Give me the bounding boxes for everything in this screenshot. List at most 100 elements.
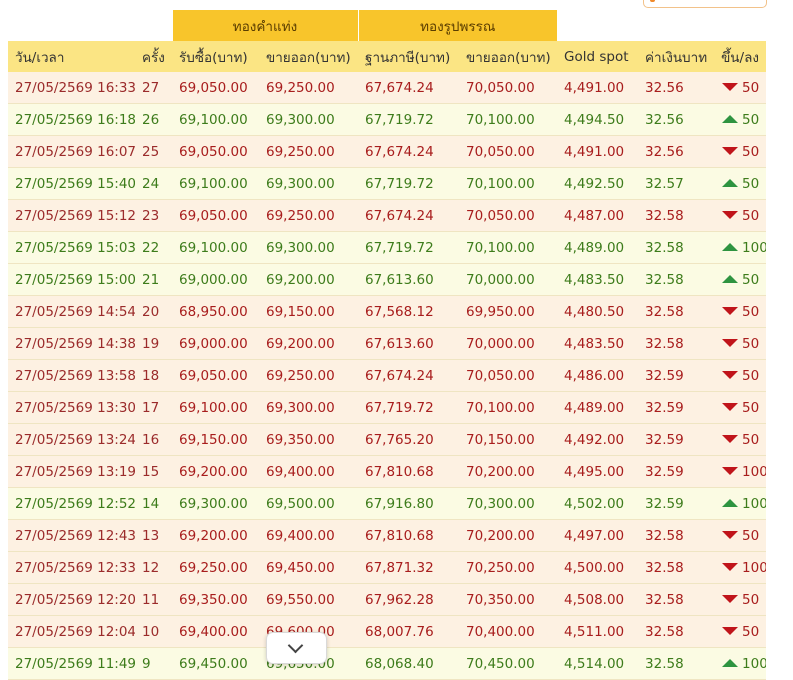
triangle-up-icon (722, 114, 739, 123)
change-value: 50 (742, 271, 760, 288)
time-cell: 27/05/2569 11:49 (8, 647, 135, 680)
tax-base-cell: 67,674.24 (358, 359, 459, 392)
ornament-sell-cell: 70,200.00 (459, 455, 558, 488)
bar-sell-cell: 69,350.00 (259, 423, 358, 456)
bar-buy-cell: 69,400.00 (172, 615, 259, 648)
gold-spot-cell: 4,492.00 (557, 423, 639, 456)
scroll-down-button[interactable] (266, 632, 327, 664)
thb-rate-cell: 32.58 (638, 231, 715, 264)
table-row: 27/05/2569 16:07 25 69,050.00 69,250.00 67,6… (8, 135, 767, 168)
change-value: 50 (742, 399, 760, 416)
change-cell: 50 (714, 583, 767, 616)
bar-sell-cell: 69,250.00 (259, 72, 358, 104)
triangle-down-icon (722, 434, 739, 443)
change-cell: 50 (714, 615, 767, 648)
thb-rate-cell: 32.58 (638, 199, 715, 232)
bar-sell-cell: 69,300.00 (259, 103, 358, 136)
ornament-sell-cell: 70,450.00 (459, 647, 558, 680)
thb-rate-cell: 32.56 (638, 103, 715, 136)
table-row: 27/05/2569 12:041069,400.0069,600.0068,0… (8, 615, 767, 648)
ornament-sell-cell: 70,100.00 (459, 167, 558, 200)
triangle-down-icon (722, 530, 739, 539)
triangle-down-icon (722, 594, 739, 603)
round-cell: 9 (135, 647, 172, 680)
tax-base-cell: 67,719.72 (358, 103, 459, 136)
bar-sell-cell: 69,500.00 (259, 487, 358, 520)
top-right-button[interactable] (643, 0, 767, 8)
triangle-up-icon (722, 274, 739, 283)
bar-buy-cell: 69,000.00 (172, 263, 259, 296)
bar-sell-cell: 69,200.00 (259, 263, 358, 296)
bar-buy-cell: 69,100.00 (172, 231, 259, 264)
bar-sell-cell: 69,250.00 (259, 135, 358, 168)
round-cell: 17 (135, 391, 172, 424)
col-tax-base: ฐานภาษี(บาท) (358, 41, 459, 72)
gold-price-history-table: ทองคำแท่ง ทองรูปพรรณ วัน/เวลา ครั้ง รับซ… (8, 10, 767, 680)
time-cell: 27/05/2569 16:07 (8, 135, 135, 168)
change-cell: 50 (714, 199, 767, 232)
triangle-down-icon (722, 370, 739, 379)
bar-sell-cell: 69,300.00 (259, 167, 358, 200)
round-cell: 26 (135, 103, 172, 136)
time-cell: 27/05/2569 12:52 (8, 487, 135, 520)
thb-rate-cell: 32.58 (638, 615, 715, 648)
change-value: 50 (742, 591, 760, 608)
col-bar-buy: รับซื้อ(บาท) (172, 41, 259, 72)
time-cell: 27/05/2569 13:19 (8, 455, 135, 488)
time-cell: 27/05/2569 12:33 (8, 551, 135, 584)
ornament-sell-cell: 70,000.00 (459, 263, 558, 296)
table-row: 27/05/2569 15:00 21 69,000.00 69,200.00 67,6… (8, 263, 767, 296)
bar-buy-cell: 69,100.00 (172, 167, 259, 200)
round-cell: 20 (135, 295, 172, 328)
ornament-sell-cell: 70,150.00 (459, 423, 558, 456)
thb-rate-cell: 32.59 (638, 359, 715, 392)
gold-spot-cell: 4,483.50 (557, 327, 639, 360)
bar-buy-cell: 69,100.00 (172, 103, 259, 136)
col-thb-rate: ค่าเงินบาท (638, 41, 715, 72)
round-cell: 15 (135, 455, 172, 488)
change-value: 50 (742, 527, 760, 544)
gold-spot-cell: 4,514.00 (557, 647, 639, 680)
bar-sell-cell: 69,250.00 (259, 359, 358, 392)
ornament-sell-cell: 70,250.00 (459, 551, 558, 584)
col-gold-spot: Gold spot (557, 41, 639, 72)
bar-buy-cell: 69,300.00 (172, 487, 259, 520)
change-cell: 50 (714, 327, 767, 360)
tax-base-cell: 67,674.24 (358, 72, 459, 104)
table-row: 27/05/2569 16:18 26 69,100.00 69,300.00 67,7… (8, 103, 767, 136)
ornament-sell-cell: 70,200.00 (459, 519, 558, 552)
time-cell: 27/05/2569 15:00 (8, 263, 135, 296)
table-row: 27/05/2569 13:24 16 69,150.00 69,350.00 67,7… (8, 423, 767, 456)
triangle-down-icon (722, 82, 739, 91)
tax-base-cell: 67,810.68 (358, 455, 459, 488)
group-gold-ornament: ทองรูปพรรณ (357, 10, 558, 41)
round-cell: 14 (135, 487, 172, 520)
gold-spot-cell: 4,492.50 (557, 167, 639, 200)
change-value: 50 (742, 111, 760, 128)
change-cell: 50 (714, 72, 767, 104)
bar-buy-cell: 69,200.00 (172, 455, 259, 488)
thb-rate-cell: 32.58 (638, 295, 715, 328)
ornament-sell-cell: 70,300.00 (459, 487, 558, 520)
time-cell: 27/05/2569 16:18 (8, 103, 135, 136)
tax-base-cell: 67,613.60 (358, 263, 459, 296)
bar-buy-cell: 68,950.00 (172, 295, 259, 328)
change-value: 50 (742, 175, 760, 192)
time-cell: 27/05/2569 15:40 (8, 167, 135, 200)
table-row: 27/05/2569 15:12 23 69,050.00 69,250.00 67,6… (8, 199, 767, 232)
thb-rate-cell: 32.56 (638, 135, 715, 168)
table-row: 27/05/2569 13:58 18 69,050.00 69,250.00 67,6… (8, 359, 767, 392)
tax-base-cell: 67,674.24 (358, 199, 459, 232)
tax-base-cell: 67,765.20 (358, 423, 459, 456)
col-change: ขึ้น/ลง (714, 41, 767, 72)
bar-sell-cell: 69,450.00 (259, 551, 358, 584)
change-cell: 50 (714, 391, 767, 424)
bar-buy-cell: 69,050.00 (172, 199, 259, 232)
round-cell: 13 (135, 519, 172, 552)
gold-spot-cell: 4,508.00 (557, 583, 639, 616)
thb-rate-cell: 32.57 (638, 167, 715, 200)
ornament-sell-cell: 70,100.00 (459, 391, 558, 424)
time-cell: 27/05/2569 14:54 (8, 295, 135, 328)
round-cell: 27 (135, 72, 172, 104)
gold-spot-cell: 4,497.00 (557, 519, 639, 552)
